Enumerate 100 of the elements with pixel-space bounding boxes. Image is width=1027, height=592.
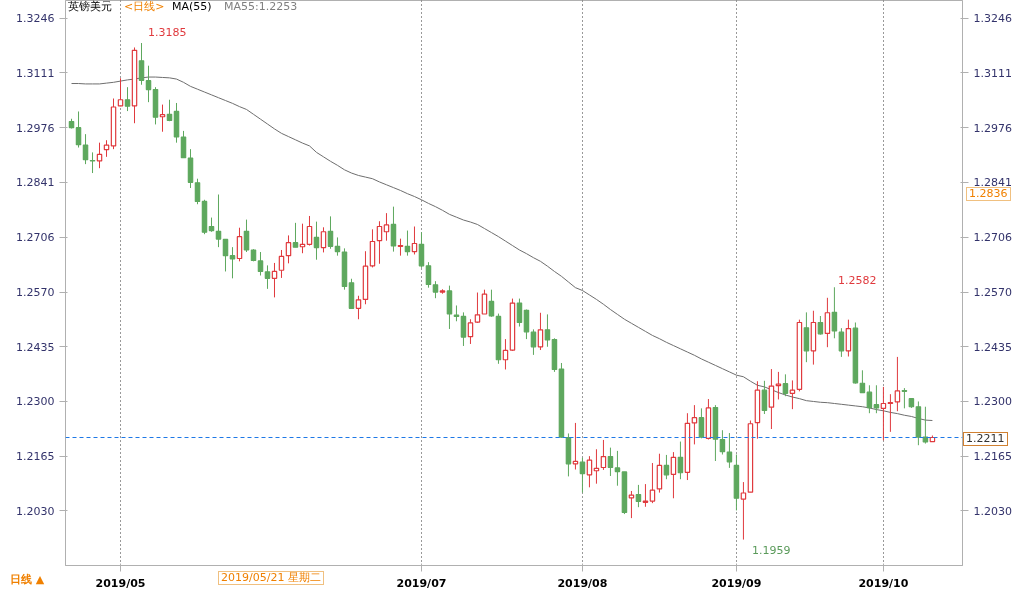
y2-tick-label: 1.2300 [973,395,1012,409]
y-tick-label: 1.3246 [16,12,55,26]
annotation: 1.2836 [966,187,1011,201]
candlestick [670,451,677,499]
candlestick [656,453,663,494]
candlestick [873,384,880,414]
candlestick [82,133,89,165]
y-tick-label: 1.2976 [16,121,55,135]
candlestick [446,285,453,330]
candlestick [180,130,187,159]
candlestick [768,368,775,430]
candlestick [145,65,152,103]
candlestick [236,227,243,262]
annotation: 2019/05/21 星期二 [218,571,324,585]
candlestick [75,110,82,149]
candlestick [901,387,908,409]
y-tick-label: 1.2706 [16,231,55,245]
y-tick-label: 1.2030 [16,504,55,518]
candlestick [96,142,103,169]
candlestick [607,447,614,477]
candlestick [390,206,397,253]
candlestick [544,313,551,348]
y-tick-label: 1.2165 [16,450,55,464]
annotation: <日线> [122,1,167,13]
y-tick-label: 1.2300 [16,395,55,409]
candlestick [243,219,250,253]
candlestick [425,261,432,289]
chart-title: 英镑美元 [66,1,114,13]
candlestick [313,221,320,261]
candlestick [467,318,474,345]
y-tick-label: 1.2570 [16,286,55,300]
candlestick [411,226,418,255]
candlestick [740,481,747,541]
candlestick [215,194,222,248]
candlestick [89,151,96,174]
annotation: 日线 ▲ [8,574,47,586]
candlestick [894,356,901,412]
annotation: 1.1959 [750,545,793,557]
x-tick-label: 2019/08 [557,576,608,590]
candlestick [383,212,390,242]
x-tick-label: 2019/09 [711,576,762,590]
candlestick [285,234,292,264]
candlestick [691,404,698,445]
y2-tick-label: 1.2706 [973,231,1012,245]
x-tick-label: 2019/05 [95,576,146,590]
candlestick [257,251,264,277]
candlestick [803,311,810,363]
candlestick [460,311,467,347]
annotation: MA(55) [170,1,214,13]
y-tick-label: 1.3111 [16,67,55,80]
candlestick [516,298,523,328]
candlestick [320,226,327,253]
candlestick [600,439,607,471]
y2-tick-label: 1.3111 [973,67,1012,80]
candlestick [628,490,635,519]
candlestick [306,215,313,247]
candlestick [698,407,705,439]
y-tick-label: 1.2841 [16,176,55,190]
ref-line-label: 1.2211 [963,432,1008,446]
annotation: 1.2582 [836,275,879,287]
y2-tick-label: 1.2030 [973,504,1012,518]
candlestick [355,295,362,320]
candlestick [117,77,124,107]
candlestick [824,297,831,348]
candlestick [474,292,481,324]
annotation: 1.3185 [146,27,189,39]
y-tick-label: 1.2435 [16,340,55,354]
candlestick [782,373,789,397]
y2-tick-label: 1.2841 [973,176,1012,190]
candlestick [229,246,236,279]
candlestick [614,450,621,487]
candlestick [271,262,278,298]
candlestick [726,432,733,469]
candlestick [124,86,131,112]
candlestick [292,222,299,248]
candlestick [635,484,642,508]
candlestick [880,386,887,441]
y2-tick-label: 1.3246 [973,12,1012,26]
candlestick [831,286,838,339]
y2-tick-label: 1.2976 [973,121,1012,135]
candlestick [138,42,145,86]
candlestick [649,462,656,504]
candlestick [327,215,334,250]
candlestick [761,380,768,415]
annotation: MA55:1.2253 [222,1,300,13]
y2-tick-label: 1.2435 [973,340,1012,354]
candlestick [481,289,488,315]
candlestick [922,406,929,445]
candlestick [775,371,782,400]
candlestick [264,264,271,290]
candlestick [278,249,285,279]
candlestick [159,104,166,133]
x-tick-label: 2019/10 [858,576,909,590]
y2-tick-label: 1.2165 [973,450,1012,464]
candlestick [642,483,649,508]
candlestick [194,178,201,205]
candlestick [488,289,495,318]
x-tick-label: 2019/07 [396,576,447,590]
candlestick [887,393,894,433]
y2-tick-label: 1.2570 [973,286,1012,300]
